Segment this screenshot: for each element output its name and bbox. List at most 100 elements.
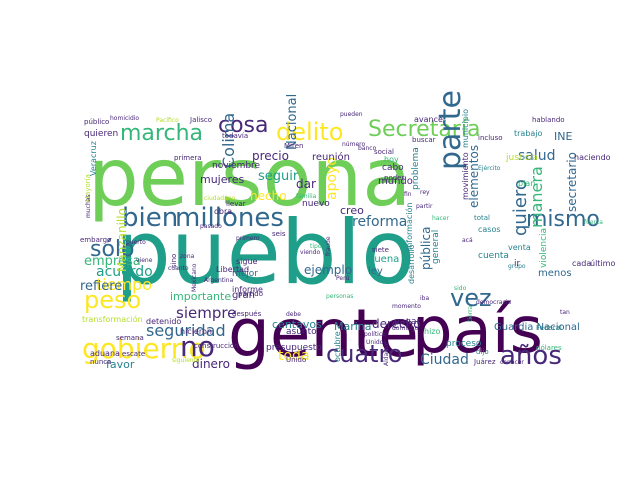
word: tipo [310, 243, 322, 250]
word: hicieron [180, 327, 212, 336]
word: proceso [446, 339, 482, 349]
word: apoyo [324, 157, 340, 200]
word: pueden [340, 111, 363, 118]
word: público [84, 118, 109, 126]
word: no [180, 330, 215, 363]
word: obra [214, 207, 232, 216]
word: empresa [84, 254, 141, 269]
word: movimiento [461, 152, 470, 200]
word: primera [174, 154, 202, 162]
word: Perú [336, 275, 350, 282]
word: hecho [250, 189, 287, 203]
word: dar [296, 177, 316, 191]
word: refiere [80, 279, 122, 294]
word: sólo [90, 237, 135, 262]
word: debe [286, 311, 301, 318]
word: casos [478, 225, 501, 234]
word: peso [84, 286, 141, 314]
word: Nacional [285, 94, 300, 150]
word: avance [414, 115, 443, 124]
word: pagar [394, 317, 420, 327]
word: reforma [352, 214, 407, 230]
word: informe [232, 285, 263, 294]
word: familia [296, 193, 317, 200]
word: Mexicano [191, 263, 198, 292]
word: Unido [286, 356, 306, 364]
word: número [342, 141, 365, 148]
word: general [431, 230, 441, 264]
word: Argentina [204, 277, 234, 284]
word: presupuesto [266, 343, 322, 353]
word: zona [180, 253, 195, 260]
word: llevar [226, 200, 246, 208]
word: Miren [284, 142, 303, 150]
word: aduana [90, 349, 120, 358]
word: mundo [378, 176, 413, 187]
word: Mayoría [84, 174, 92, 202]
word: derecho [372, 317, 421, 331]
word: banco [358, 145, 377, 152]
word: Ciudad [420, 352, 469, 368]
word: Libertad [216, 265, 249, 274]
word: transformación [82, 314, 143, 324]
word: todavía [222, 132, 248, 140]
word: ejemplo [304, 263, 352, 277]
word: elementos [467, 145, 481, 208]
word: siguiente [172, 357, 200, 364]
word: viene [136, 257, 153, 264]
word: hacer [432, 215, 449, 222]
word: acuerdo [96, 264, 153, 280]
word: partido [238, 290, 263, 298]
word: cuatro [326, 340, 403, 368]
word: Ejército [478, 165, 501, 172]
word: quiero [510, 179, 531, 236]
word: bien [122, 203, 178, 233]
word: parte [433, 90, 468, 170]
word: hablando [532, 116, 565, 124]
word: marcha [120, 121, 203, 146]
word: precio [252, 149, 289, 163]
word: octubre [333, 331, 342, 362]
word: semana [116, 334, 144, 342]
word: fuerza [584, 219, 603, 226]
word: asunto [286, 327, 317, 337]
word: salud [518, 148, 556, 164]
word: último [590, 259, 615, 268]
word: municipio [461, 109, 470, 148]
word: haciendo [574, 153, 611, 162]
word: primero [236, 235, 260, 242]
word: manera [527, 166, 546, 228]
word: problema [411, 147, 421, 190]
word: poder [384, 174, 404, 182]
word: homicidio [110, 115, 139, 122]
word: nunca [90, 358, 111, 366]
word: cabo [382, 163, 404, 173]
word: seis [272, 230, 286, 238]
word: personas [326, 293, 353, 300]
word: ley [368, 266, 383, 277]
word: muchas [85, 194, 92, 218]
word: cosa [218, 113, 269, 138]
word: favor [106, 358, 135, 371]
word: Juárez [473, 358, 496, 366]
word: siete [372, 246, 389, 254]
word: ciudadano [204, 195, 236, 202]
word: siempre [176, 304, 236, 322]
word: puerto [126, 239, 146, 246]
word: cuanto [168, 265, 189, 272]
word: Marina [334, 320, 372, 333]
word: sigue [236, 257, 258, 266]
word: información [404, 203, 414, 250]
word: después [232, 310, 262, 318]
word: dinero [192, 357, 230, 371]
word: gobierno [82, 332, 206, 365]
word: ir [514, 259, 521, 269]
word: Federal [536, 324, 562, 332]
word: acá [462, 237, 473, 244]
word: seguir [258, 169, 299, 184]
word: trabajo [514, 129, 543, 138]
word: hoy [384, 155, 399, 164]
word: total [474, 214, 490, 222]
word: mejor [232, 269, 258, 279]
